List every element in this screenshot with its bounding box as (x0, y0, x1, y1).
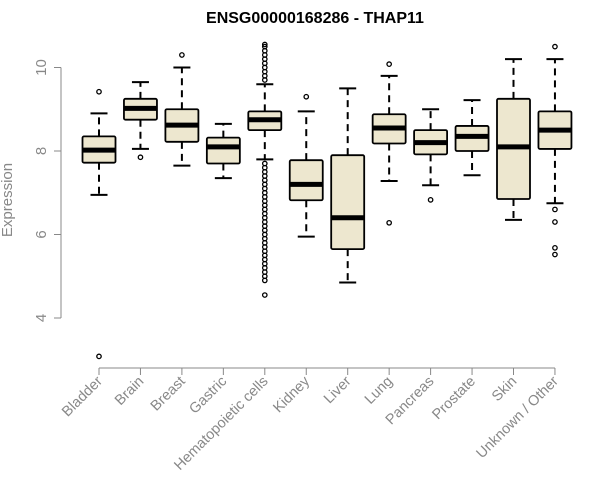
y-axis: 4 6 8 10 (33, 59, 62, 322)
outlier-point (137, 154, 144, 161)
outlier-point (552, 251, 558, 258)
outlier-point (261, 292, 268, 298)
box-iqr (330, 154, 366, 251)
box-brain (123, 81, 158, 161)
box-bladder (81, 88, 117, 360)
box-unknown-other (537, 43, 573, 258)
outlier-point (427, 196, 434, 203)
outlier-point (386, 61, 392, 68)
chart-title: ENSG00000168286 - THAP11 (206, 10, 424, 27)
outlier-point (386, 219, 392, 226)
x-tick-label-brain: Brain (112, 374, 147, 409)
x-tick-label-prostate: Prostate (429, 374, 478, 423)
box-prostate (454, 99, 490, 177)
box-iqr (205, 136, 241, 165)
x-tick-label-liver: Liver (321, 373, 355, 407)
box-lung (371, 61, 407, 226)
outlier-point (261, 43, 268, 50)
outlier-point (552, 43, 558, 50)
y-tick-label: 8 (33, 147, 50, 155)
box-iqr (288, 159, 324, 202)
outlier-point (552, 206, 558, 213)
y-axis-label: Expression (0, 163, 16, 237)
outlier-point (552, 219, 558, 225)
x-tick-label-breast: Breast (148, 374, 189, 415)
x-tick-label-skin: Skin (489, 374, 520, 405)
box-liver (330, 87, 366, 284)
box-skin (496, 58, 531, 221)
plot-area (81, 41, 573, 360)
box-hematopoietic-cells (247, 41, 283, 298)
x-tick-label-bladder: Bladder (59, 373, 106, 420)
y-tick-label: 10 (33, 59, 50, 76)
outlier-point (96, 353, 102, 360)
outlier-point (179, 52, 185, 58)
x-tick-label-lung: Lung (362, 374, 396, 408)
outlier-point (552, 245, 558, 251)
x-tick-label-kidney: Kidney (270, 373, 313, 416)
outlier-point (303, 93, 310, 100)
box-breast (164, 52, 200, 167)
box-gastric (205, 122, 241, 180)
outlier-point (261, 41, 268, 48)
y-tick-label: 6 (33, 230, 50, 238)
outlier-point (96, 88, 102, 95)
outlier-point (261, 277, 268, 284)
box-pancreas (413, 108, 449, 203)
y-tick-label: 4 (33, 314, 50, 322)
box-kidney (288, 93, 324, 238)
